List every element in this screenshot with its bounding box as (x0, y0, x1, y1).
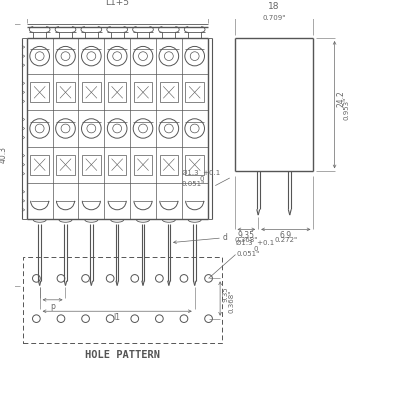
Text: Ø1.3  +0.1: Ø1.3 +0.1 (182, 170, 220, 176)
Text: 0.051": 0.051" (182, 181, 205, 186)
Text: 0.272": 0.272" (274, 237, 297, 243)
Bar (82, 82, 101, 102)
Bar (108, 82, 126, 102)
Bar (134, 82, 152, 102)
Bar (82, 155, 101, 175)
Text: l1: l1 (114, 313, 121, 322)
Text: 24.2: 24.2 (336, 90, 346, 107)
Bar (56, 155, 75, 175)
Text: 0.368": 0.368" (229, 290, 235, 313)
Bar (30, 82, 49, 102)
Text: 40.3: 40.3 (0, 146, 8, 163)
Text: 9.35: 9.35 (238, 231, 255, 240)
Text: Ø1.3  +0.1: Ø1.3 +0.1 (236, 240, 275, 246)
Bar (134, 155, 152, 175)
Bar (23, 257, 222, 342)
Bar (185, 155, 204, 175)
Text: 0.709": 0.709" (262, 15, 286, 21)
Bar (30, 155, 49, 175)
Bar (185, 82, 204, 102)
Text: 18: 18 (268, 2, 280, 11)
Text: HOLE PATTERN: HOLE PATTERN (85, 350, 160, 360)
Text: 6.9: 6.9 (280, 231, 292, 240)
Text: p: p (50, 302, 55, 311)
Text: 0.953": 0.953" (343, 97, 349, 120)
Bar (108, 155, 126, 175)
Text: L1+5: L1+5 (105, 0, 129, 7)
Text: 0.368": 0.368" (235, 237, 258, 243)
Bar (160, 155, 178, 175)
Text: d: d (223, 233, 228, 243)
Text: 0: 0 (236, 246, 259, 252)
Bar (56, 82, 75, 102)
Bar (160, 82, 178, 102)
Text: 0: 0 (182, 176, 204, 182)
Text: 9.35: 9.35 (222, 286, 228, 301)
Text: 0.051": 0.051" (236, 252, 260, 258)
